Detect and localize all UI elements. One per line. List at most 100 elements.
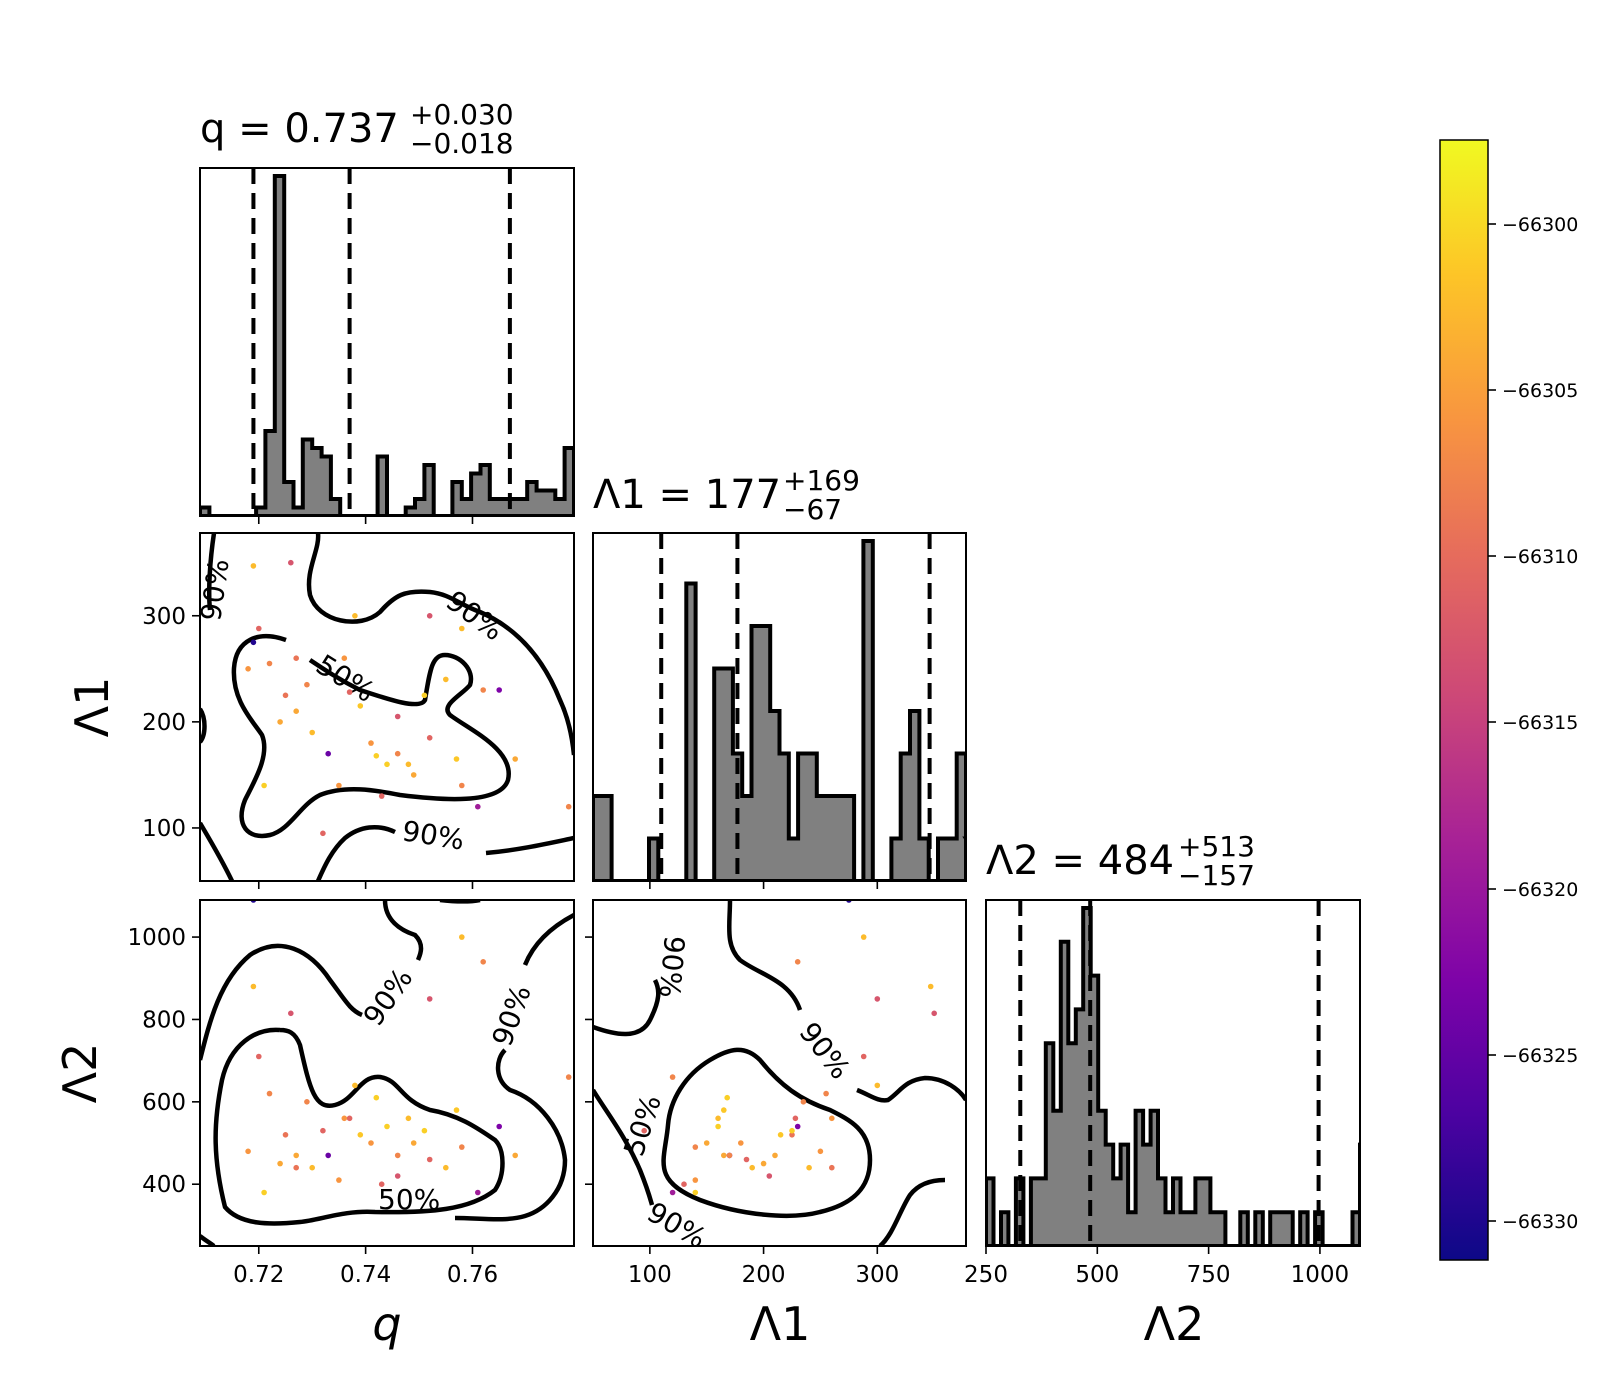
x-tick-label-q: 0.72 (233, 1262, 284, 1288)
scatter-point (743, 1156, 750, 1163)
title-lambda2: Λ2 = 484 +513 −157 (986, 830, 1255, 892)
scatter-point (874, 996, 881, 1002)
scatter-point (931, 1010, 937, 1017)
scatter-point (384, 1123, 390, 1130)
x-tick-label-lambda2: 250 (964, 1262, 1008, 1288)
scatter-point (927, 983, 934, 990)
colorbar-gradient (1439, 139, 1489, 1261)
scatter-point (681, 1181, 687, 1187)
scatter-q-l1 (245, 559, 572, 837)
scatter-point (320, 830, 326, 837)
clabel-90-g: 90% (653, 934, 691, 999)
scatter-point (721, 1152, 727, 1159)
scatter-point (565, 1074, 572, 1080)
panel-frame (199, 167, 575, 517)
title-lambda1-minus: −67 (783, 493, 842, 526)
scatter-point (475, 803, 481, 810)
contour-90-q-lambda2-mid (382, 900, 424, 961)
scatter-point (394, 713, 401, 720)
histogram-bars-q (200, 174, 574, 516)
scatter-point (703, 1140, 710, 1146)
scatter-point (443, 676, 449, 683)
contour-90-q-lambda1-left (200, 533, 217, 744)
scatter-point (726, 1152, 733, 1159)
contour-lambda1-lambda2-panel: 50% 90% 90% 90% 100 200 300 (585, 899, 967, 1288)
scatter-point (293, 708, 300, 714)
clabel-50-d: 50% (378, 1183, 440, 1216)
panel-frame (199, 899, 575, 1247)
contour-90-lambda1-lambda2-top (726, 900, 803, 1011)
ylabel-lambda2: Λ2 (53, 1043, 107, 1104)
scatter-point (266, 1090, 273, 1097)
scatter-point (255, 1053, 262, 1060)
scatter-point (373, 753, 380, 759)
scatter-point (336, 1177, 342, 1183)
clabel-90-d: 90% (357, 962, 420, 1032)
ylabel-lambda1: Λ1 (65, 677, 119, 738)
scatter-point (277, 719, 283, 725)
colorbar-tick-label: −66305 (1502, 380, 1578, 402)
scatter-point (641, 1127, 647, 1134)
title-lambda2-plus: +513 (1178, 830, 1255, 863)
scatter-point (293, 1152, 300, 1159)
scatter-point (309, 1164, 316, 1171)
scatter-point (789, 1127, 795, 1134)
scatter-point (794, 1123, 801, 1130)
scatter-point (410, 1140, 417, 1146)
scatter-point (760, 1160, 767, 1167)
contour-50-lambda1-lambda2 (661, 1047, 873, 1219)
scatter-point (261, 782, 267, 789)
scatter-point (789, 1132, 795, 1138)
scatter-point (309, 729, 316, 736)
scatter-point (453, 1107, 460, 1113)
scatter-point (384, 761, 390, 768)
colorbar-tick-label: −66300 (1502, 214, 1578, 236)
scatter-point (346, 1115, 353, 1122)
scatter-point (669, 1074, 676, 1080)
scatter-point (357, 1132, 364, 1138)
contour-90-q-lambda2-left (200, 943, 363, 1061)
scatter-point (266, 660, 273, 667)
scatter-point (410, 772, 417, 778)
scatter-l1-l2 (641, 900, 937, 1196)
scatter-point (426, 735, 433, 741)
histogram-lambda1-panel (592, 532, 967, 889)
scatter-point (282, 1132, 289, 1138)
scatter-point (459, 625, 465, 632)
title-lambda1-plus: +169 (783, 464, 860, 497)
y-tick-label-lambda2: 400 (142, 1172, 186, 1198)
scatter-point (860, 1053, 867, 1060)
histogram-bars-lambda2 (986, 906, 1360, 1246)
scatter-point (368, 740, 374, 746)
scatter-point (288, 1010, 294, 1017)
scatter-point (800, 1099, 807, 1105)
scatter-point (794, 959, 801, 965)
colorbar-tick-label: −66320 (1502, 879, 1578, 901)
xlabel-q: q (372, 1297, 401, 1351)
scatter-point (352, 1082, 358, 1089)
panel-frame (985, 899, 1361, 1247)
contour-90-lambda1-lambda2-right (856, 1075, 966, 1103)
scatter-point (341, 1115, 348, 1122)
histogram-bars-lambda1 (593, 539, 966, 881)
scatter-point (250, 983, 257, 990)
scatter-point (378, 1181, 385, 1187)
panel-frame (592, 899, 967, 1247)
clabel-90-a: 90% (440, 584, 510, 647)
scatter-point (336, 782, 342, 789)
scatter-point (480, 959, 487, 965)
scatter-point (443, 1164, 449, 1171)
scatter-point (453, 756, 460, 762)
colorbar-tick-label: −66310 (1502, 546, 1578, 568)
title-q: q = 0.737 +0.030 −0.018 (200, 98, 514, 160)
scatter-point (405, 1115, 412, 1122)
x-tick-label-lambda1: 200 (742, 1262, 786, 1288)
scatter-point (738, 1140, 744, 1146)
scatter-point (480, 687, 487, 693)
scatter-point (288, 559, 294, 566)
scatter-point (860, 934, 867, 940)
scatter-point (496, 1123, 503, 1130)
scatter-point (373, 1094, 380, 1101)
scatter-point (245, 1148, 251, 1155)
scatter-point (475, 1189, 481, 1196)
